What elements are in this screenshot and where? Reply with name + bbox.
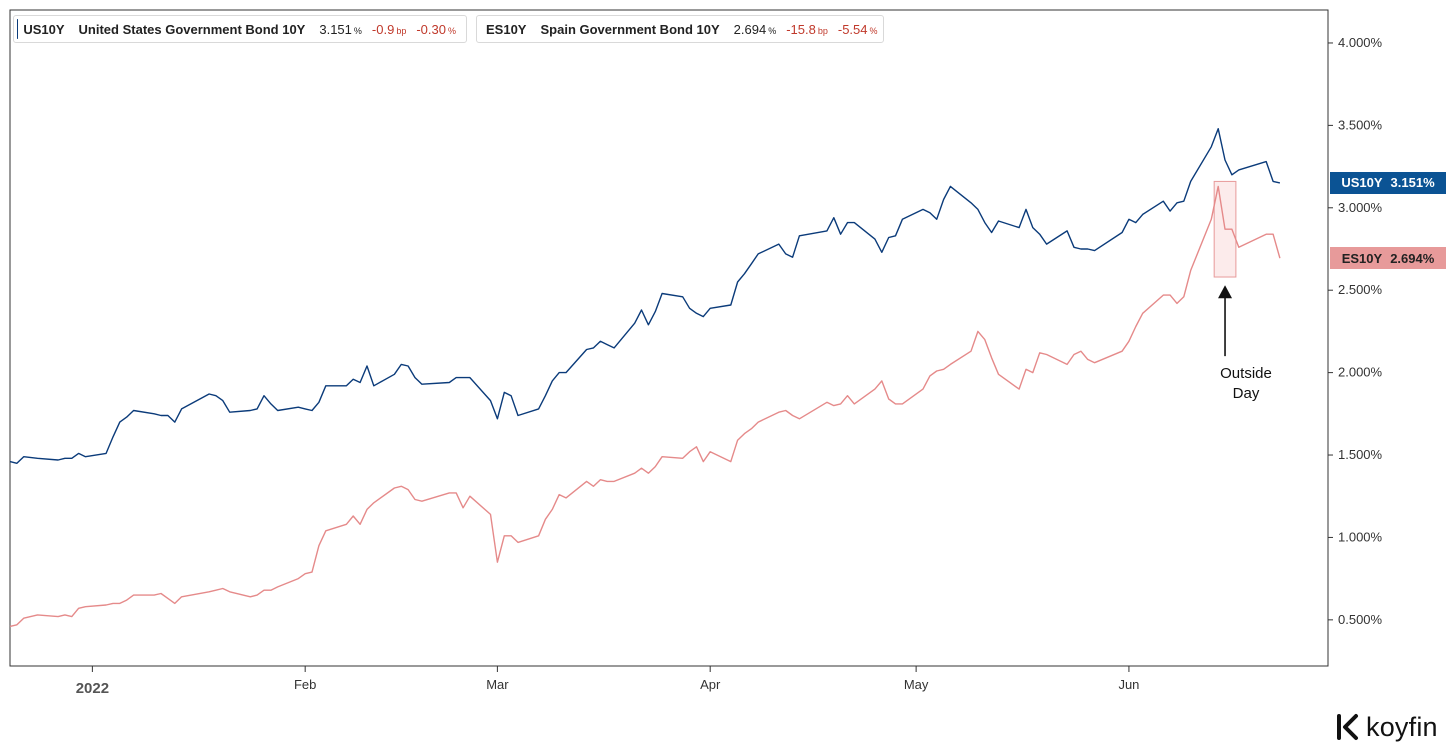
legend-last-value: 3.151% <box>319 21 362 37</box>
annotation-arrow-head <box>1218 285 1233 299</box>
legend-series-name: Spain Government Bond 10Y <box>540 21 720 37</box>
last-value-tag-us10y: US10Y 3.151% <box>1330 171 1446 194</box>
y-tick-label: 0.500% <box>1338 612 1383 627</box>
brand-text: koyfin <box>1366 711 1438 742</box>
y-tick-label: 2.000% <box>1338 365 1383 380</box>
outside-day-annotation: Outside Day <box>1180 364 1312 404</box>
tag-ticker: US10Y <box>1341 175 1383 191</box>
x-tick-label: Mar <box>486 677 509 692</box>
legend-ticker: ES10Y <box>486 21 527 37</box>
legend-ticker: US10Y <box>23 21 65 37</box>
legend-change-pct: -5.54% <box>837 21 878 37</box>
legend-change-bp: -15.8 bp <box>786 21 828 37</box>
x-tick-label: Feb <box>294 677 316 692</box>
y-tick-label: 1.000% <box>1338 529 1383 544</box>
x-tick-label: May <box>904 677 929 692</box>
series-line-us10y <box>9 127 1281 464</box>
tag-value: 2.694% <box>1390 250 1435 266</box>
x-tick-label: Apr <box>700 677 721 692</box>
koyfin-logo-icon <box>1337 714 1358 740</box>
legend-es10y[interactable]: ES10Y Spain Government Bond 10Y 2.694% -… <box>476 15 884 43</box>
legend-change-pct: -0.30% <box>416 21 456 37</box>
y-tick-label: 3.500% <box>1338 117 1383 132</box>
legend-series-name: United States Government Bond 10Y <box>78 21 306 37</box>
y-tick-label: 3.000% <box>1338 200 1383 215</box>
y-tick-label: 4.000% <box>1338 35 1383 50</box>
koyfin-brand: koyfin <box>1336 710 1438 744</box>
plot-frame <box>9 9 1329 667</box>
x-tick-label: 2022 <box>76 680 109 697</box>
series-line-es10y <box>9 185 1281 628</box>
legend-change-bp: -0.9 bp <box>371 21 407 37</box>
legend-us10y[interactable]: US10Y United States Government Bond 10Y … <box>13 15 467 43</box>
x-tick-label: Jun <box>1118 677 1139 692</box>
y-tick-label: 2.500% <box>1338 282 1383 297</box>
tag-value: 3.151% <box>1390 175 1435 191</box>
annotation-line-2: Day <box>1232 385 1260 402</box>
tag-ticker: ES10Y <box>1341 250 1383 266</box>
annotation-line-1: Outside <box>1220 365 1272 382</box>
y-tick-label: 1.500% <box>1338 447 1383 462</box>
legend-last-value: 2.694% <box>733 21 777 37</box>
last-value-tag-es10y: ES10Y 2.694% <box>1330 247 1446 270</box>
